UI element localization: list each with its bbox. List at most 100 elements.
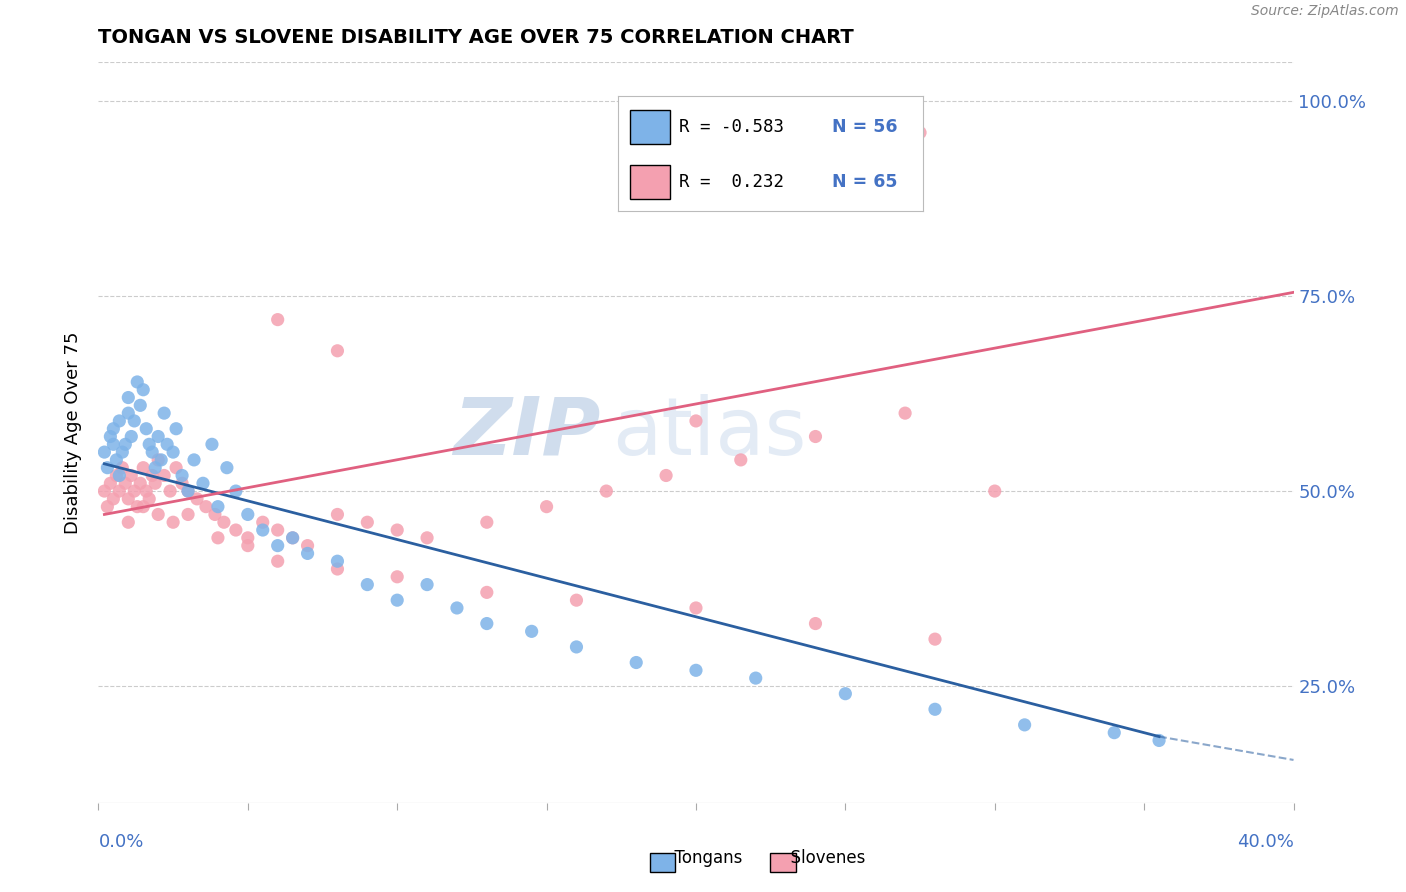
Point — [745, 671, 768, 685]
Point — [475, 515, 498, 529]
Point — [143, 476, 166, 491]
Point — [117, 406, 139, 420]
Point — [804, 429, 827, 443]
Point — [297, 539, 319, 553]
Point — [565, 593, 588, 607]
Point — [165, 422, 187, 436]
Point — [103, 491, 125, 506]
Point — [141, 445, 163, 459]
Point — [685, 601, 707, 615]
Point — [96, 500, 118, 514]
Point — [225, 484, 247, 499]
Point — [93, 445, 115, 459]
Point — [150, 453, 173, 467]
Point — [177, 508, 200, 522]
Point — [267, 312, 290, 326]
Point — [908, 126, 931, 140]
Point — [148, 453, 170, 467]
Point — [98, 429, 122, 443]
Point — [236, 539, 259, 553]
Point — [103, 422, 125, 436]
Point — [124, 414, 146, 428]
Point — [117, 391, 139, 405]
Point — [252, 523, 274, 537]
Point — [297, 546, 319, 560]
Point — [93, 484, 115, 499]
Point — [132, 383, 155, 397]
Point — [730, 453, 752, 467]
Point — [186, 491, 208, 506]
Point — [416, 577, 439, 591]
Point — [135, 422, 157, 436]
Point — [475, 616, 498, 631]
Point — [117, 515, 139, 529]
Point — [326, 343, 349, 358]
Text: TONGAN VS SLOVENE DISABILITY AGE OVER 75 CORRELATION CHART: TONGAN VS SLOVENE DISABILITY AGE OVER 75… — [98, 28, 855, 47]
Point — [356, 577, 378, 591]
Point — [1014, 718, 1036, 732]
Point — [1104, 725, 1126, 739]
Point — [326, 562, 349, 576]
Point — [183, 453, 205, 467]
Point — [201, 437, 224, 451]
Point — [103, 437, 125, 451]
Point — [267, 523, 290, 537]
Point — [108, 468, 131, 483]
Point — [536, 500, 558, 514]
Point — [127, 375, 149, 389]
Point — [148, 508, 170, 522]
Point — [385, 570, 409, 584]
Point — [165, 460, 187, 475]
Point — [595, 484, 617, 499]
Point — [204, 508, 226, 522]
Point — [195, 500, 218, 514]
Point — [191, 476, 214, 491]
Point — [98, 476, 122, 491]
Point — [138, 437, 160, 451]
Point — [565, 640, 588, 654]
Point — [138, 491, 160, 506]
Point — [326, 554, 349, 568]
Point — [207, 500, 229, 514]
Point — [129, 398, 152, 412]
Point — [132, 460, 155, 475]
Point — [236, 531, 259, 545]
Y-axis label: Disability Age Over 75: Disability Age Over 75 — [65, 331, 83, 534]
Point — [385, 523, 409, 537]
Point — [267, 554, 290, 568]
Text: Slovenes: Slovenes — [780, 849, 865, 867]
Point — [108, 484, 131, 499]
Point — [177, 484, 200, 499]
Point — [111, 445, 134, 459]
Point — [356, 515, 378, 529]
Point — [252, 515, 274, 529]
Point — [114, 476, 136, 491]
Point — [129, 476, 152, 491]
Point — [177, 484, 200, 499]
Point — [105, 468, 128, 483]
Point — [446, 601, 468, 615]
Point — [685, 414, 707, 428]
Point — [385, 593, 409, 607]
Point — [520, 624, 543, 639]
Point — [120, 429, 142, 443]
Point — [148, 429, 170, 443]
Point — [135, 484, 157, 499]
Point — [281, 531, 304, 545]
Point — [96, 460, 118, 475]
Point — [326, 508, 349, 522]
Text: Tongans: Tongans — [664, 849, 742, 867]
Point — [156, 437, 179, 451]
Point — [475, 585, 498, 599]
Point — [127, 500, 149, 514]
Text: 40.0%: 40.0% — [1237, 833, 1294, 851]
Point — [105, 453, 128, 467]
Point — [267, 539, 290, 553]
Point — [924, 702, 946, 716]
Point — [834, 687, 856, 701]
Point — [655, 468, 678, 483]
Point — [162, 445, 184, 459]
Point — [162, 515, 184, 529]
Point — [804, 616, 827, 631]
Point — [984, 484, 1007, 499]
